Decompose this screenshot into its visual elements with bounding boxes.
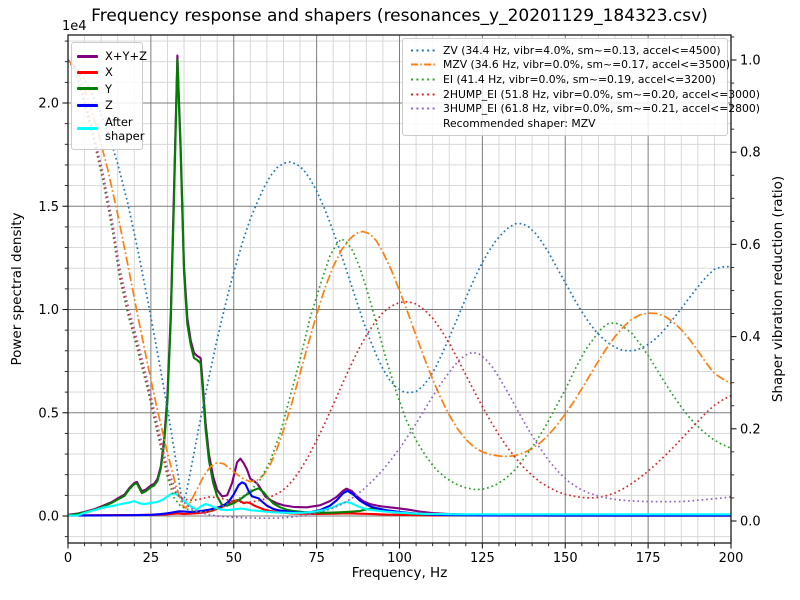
shaper-curve-zv (67, 59, 732, 503)
legend-item-x-y-z: X+Y+Z (77, 49, 147, 63)
psd-curve-x (67, 499, 731, 517)
y-axis-label-right: Shaper vibration reduction (ratio) (770, 175, 786, 403)
y-left-tick-label: 0.5 (38, 406, 59, 421)
legend-recommended-row: Recommended shaper: MZV (410, 116, 720, 131)
legend-item-label: EI (41.4 Hz, vibr=0.0%, sm~=0.19, accel<… (443, 72, 716, 86)
y-right-tick-label: 0.8 (740, 146, 761, 161)
legend-item-label: X (105, 65, 113, 80)
x-tick-label: 175 (636, 551, 661, 566)
legend-line-sample (411, 78, 435, 81)
legend-line-sample (411, 49, 435, 52)
x-tick-label: 150 (553, 551, 578, 566)
legend-item-2hump_ei: 2HUMP_EI (51.8 Hz, vibr=0.0%, sm~=0.20, … (410, 87, 760, 102)
shaper-curve-ei (67, 59, 732, 513)
x-tick-label: 25 (143, 551, 160, 566)
legend-item-label: After shaper (105, 114, 145, 143)
x-tick-label: 125 (470, 551, 495, 566)
y-left-tick-label: 2.0 (38, 97, 59, 112)
x-tick-label: 100 (387, 551, 412, 566)
y-right-tick-label: 0.6 (740, 238, 761, 253)
legend-line-sample (77, 54, 98, 58)
legend-line-sample (77, 127, 98, 131)
chart-title: Frequency response and shapers (resonanc… (91, 6, 708, 26)
legend-psd: X+Y+Z X Y Z After shaper (71, 42, 147, 151)
legend-line-sample (411, 93, 435, 96)
y-right-tick-label: 0.4 (740, 330, 761, 345)
legend-item-ei: EI (41.4 Hz, vibr=0.0%, sm~=0.19, accel<… (410, 72, 720, 87)
y-right-tick-label: 0.2 (740, 422, 761, 437)
legend-item-label: ZV (34.4 Hz, vibr=4.0%, sm~=0.13, accel<… (443, 43, 721, 57)
y-right-tick-label: 0.0 (740, 515, 761, 530)
legend-shapers: ZV (34.4 Hz, vibr=4.0%, sm~=0.13, accel<… (402, 38, 760, 136)
y-left-tick-label: 1.0 (38, 303, 59, 318)
y-right-tick-label: 1.0 (740, 54, 761, 69)
legend-item-x: X (77, 65, 137, 79)
x-tick-label: 0 (64, 551, 72, 566)
legend-item-3hump_ei: 3HUMP_EI (61.8 Hz, vibr=0.0%, sm~=0.21, … (410, 101, 760, 116)
legend-item-label: MZV (34.6 Hz, vibr=0.0%, sm~=0.17, accel… (443, 58, 730, 72)
legend-line-sample (77, 71, 98, 75)
legend-item-z: Z (77, 98, 137, 112)
y-axis-label-left: Power spectral density (9, 212, 25, 366)
x-tick-label: 200 (719, 551, 744, 566)
recommended-shaper-note: Recommended shaper: MZV (443, 116, 596, 130)
shaper-curve-3hump_ei (67, 59, 732, 520)
legend-line-sample (411, 107, 435, 110)
psd-curve-after-shaper (67, 492, 731, 517)
x-tick-label: 50 (225, 551, 242, 566)
legend-line-sample (77, 103, 98, 107)
legend-item-label: Y (105, 81, 113, 96)
legend-item-zv: ZV (34.4 Hz, vibr=4.0%, sm~=0.13, accel<… (410, 43, 721, 58)
legend-line-sample (411, 63, 435, 66)
y-left-tick-label: 1.5 (38, 200, 59, 215)
legend-item-label: 2HUMP_EI (51.8 Hz, vibr=0.0%, sm~=0.20, … (443, 87, 760, 101)
x-tick-label: 75 (308, 551, 325, 566)
shaper-curve-mzv (67, 59, 732, 509)
legend-item-mzv: MZV (34.6 Hz, vibr=0.0%, sm~=0.17, accel… (410, 58, 730, 73)
legend-item-label: 3HUMP_EI (61.8 Hz, vibr=0.0%, sm~=0.21, … (443, 102, 760, 116)
legend-item-y: Y (77, 82, 137, 96)
legend-item-label: X+Y+Z (105, 49, 148, 63)
y-axis-offset-label: 1e4 (62, 19, 87, 34)
legend-item-after-shaper: After shaper (77, 115, 144, 144)
y-left-tick-label: 0.0 (38, 510, 59, 525)
legend-line-sample (77, 87, 98, 91)
x-axis-label: Frequency, Hz (351, 565, 448, 581)
legend-item-label: Z (105, 98, 113, 113)
